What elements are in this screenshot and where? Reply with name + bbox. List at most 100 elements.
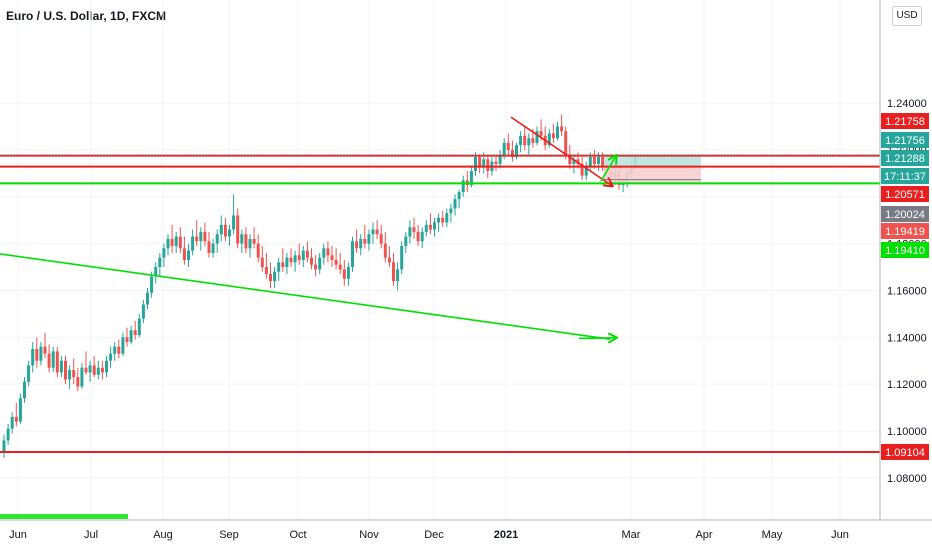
candle-body	[31, 349, 35, 366]
price-label-text: 1.21288	[885, 153, 925, 165]
candle-body	[170, 238, 174, 246]
candle-body	[72, 370, 76, 378]
candle-body	[18, 398, 22, 422]
candle-body	[10, 416, 14, 429]
price-label-bg	[881, 168, 929, 184]
candle-body	[203, 231, 207, 242]
candle-body	[584, 166, 588, 176]
candle-body	[260, 257, 264, 268]
candle-body	[449, 208, 453, 214]
y-tick-label: 1.24000	[887, 98, 927, 110]
candle-body	[182, 248, 186, 260]
candle-body	[14, 416, 18, 422]
candle-body	[166, 238, 170, 249]
annotations	[0, 116, 880, 519]
candle-body	[285, 257, 289, 268]
candle-body	[326, 248, 330, 256]
candle-body	[531, 138, 535, 143]
price-label-text: 17:11:37	[884, 171, 926, 183]
y-tick-label: 1.10000	[887, 426, 927, 438]
candle-body	[35, 349, 39, 361]
candle-body	[396, 269, 400, 282]
candle-body	[289, 257, 293, 263]
y-tick-label: 1.08000	[887, 473, 927, 485]
candle-body	[223, 224, 227, 237]
candle-body	[150, 276, 154, 293]
price-label-bg	[881, 150, 929, 166]
candle-body	[601, 156, 605, 167]
candle-body	[445, 213, 449, 223]
x-tick-label: Apr	[695, 529, 712, 541]
drawing-arrow	[578, 338, 616, 339]
candle-body	[43, 346, 47, 354]
candle-body	[342, 269, 346, 279]
candle-body	[539, 131, 543, 136]
candle-body	[433, 222, 436, 230]
candle-body	[293, 255, 297, 263]
price-label-bg	[881, 242, 929, 258]
currency-button[interactable]: USD	[892, 6, 922, 26]
x-tick-label: 2021	[494, 529, 518, 541]
candle-body	[96, 367, 100, 375]
y-tick-label: 1.14000	[887, 332, 927, 344]
candle-body	[572, 159, 576, 164]
price-label-text: 1.21756	[885, 135, 925, 147]
candle-body	[100, 367, 104, 373]
candle-body	[281, 262, 285, 268]
candle-body	[560, 126, 564, 132]
candle-body	[441, 217, 445, 223]
candle-body	[478, 156, 482, 167]
candle-body	[199, 231, 203, 242]
candle-body	[154, 267, 158, 277]
price-label-bg	[881, 186, 929, 202]
candle-body	[474, 156, 477, 171]
candle-body	[597, 156, 600, 164]
drawing-arrow	[600, 156, 616, 182]
candle-body	[535, 131, 539, 143]
x-tick-label: May	[762, 529, 783, 541]
x-tick-label: Jul	[84, 529, 98, 541]
candle-body	[556, 126, 559, 139]
candle-body	[424, 224, 428, 232]
candle-body	[346, 267, 350, 279]
candle-body	[55, 351, 59, 373]
price-label-text: 1.21758	[885, 116, 925, 128]
candle-body	[502, 142, 506, 155]
price-label-bg	[881, 443, 929, 460]
candle-body	[252, 238, 256, 244]
candle-body	[486, 159, 490, 171]
candle-body	[80, 367, 84, 387]
candle-body	[519, 135, 523, 146]
position-profit-zone	[604, 155, 701, 167]
candle-body	[228, 229, 231, 237]
candle-body	[129, 330, 133, 342]
candle-body	[88, 365, 92, 373]
candle-body	[269, 274, 272, 282]
candle-body	[2, 440, 6, 453]
drawing-arrow	[510, 116, 612, 186]
candle-body	[215, 234, 219, 244]
candle-body	[392, 262, 395, 282]
price-label-text: 1.19410	[885, 245, 925, 257]
candle-body	[510, 149, 514, 157]
candle-body	[109, 353, 113, 361]
candle-body	[92, 365, 96, 375]
candle-body	[301, 250, 305, 260]
candle-body	[322, 248, 326, 258]
x-tick-label: Jun	[9, 529, 27, 541]
candle-body	[273, 271, 277, 282]
candle-body	[515, 145, 518, 157]
candle-body	[564, 131, 568, 155]
candle-body	[310, 257, 313, 265]
candle-body	[367, 234, 371, 244]
candle-body	[158, 257, 162, 268]
candle-body	[592, 156, 596, 164]
candle-body	[371, 229, 375, 235]
candle-body	[174, 236, 178, 246]
candle-body	[588, 156, 592, 167]
price-label-text: 1.09104	[885, 447, 925, 459]
candle-body	[27, 365, 31, 382]
candle-body	[494, 161, 498, 164]
candle-body	[240, 234, 244, 244]
